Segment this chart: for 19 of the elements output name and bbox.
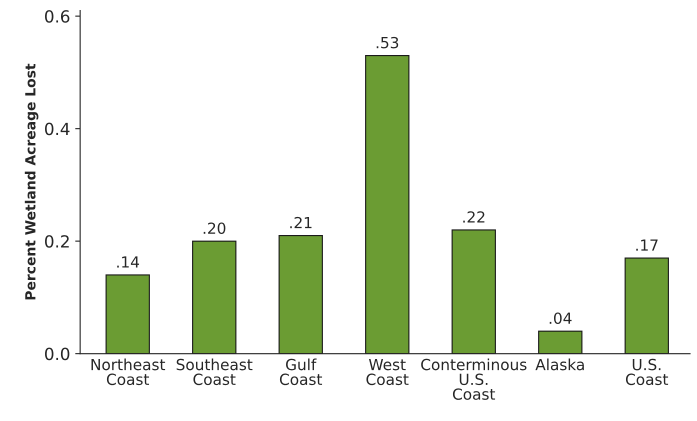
data-label: .20 [204,222,226,234]
y-tick-label: 0.4 [45,122,70,136]
x-tick-label: West Coast [366,358,409,386]
x-tick-label: Conterminous U.S. Coast [421,358,526,400]
data-label: .17 [636,240,658,251]
data-label: .21 [290,216,312,228]
data-label: .53 [376,36,398,48]
x-tick-label: U.S. Coast [626,358,668,386]
x-tick-label: Alaska [535,358,584,370]
y-tick-label: 0.2 [45,235,69,248]
data-label: .14 [117,256,140,268]
y-tick-label: 0.0 [45,348,70,360]
y-axis-title: Percent Wetland Acreage Lost [24,64,38,300]
data-label: .22 [463,211,484,223]
x-tick-label: Southeast Coast [176,358,252,386]
x-tick-label: Gulf Coast [280,358,322,386]
data-label: .04 [550,312,572,324]
y-tick-label: 0.6 [45,10,70,23]
x-tick-label: Northeast Coast [92,358,166,386]
